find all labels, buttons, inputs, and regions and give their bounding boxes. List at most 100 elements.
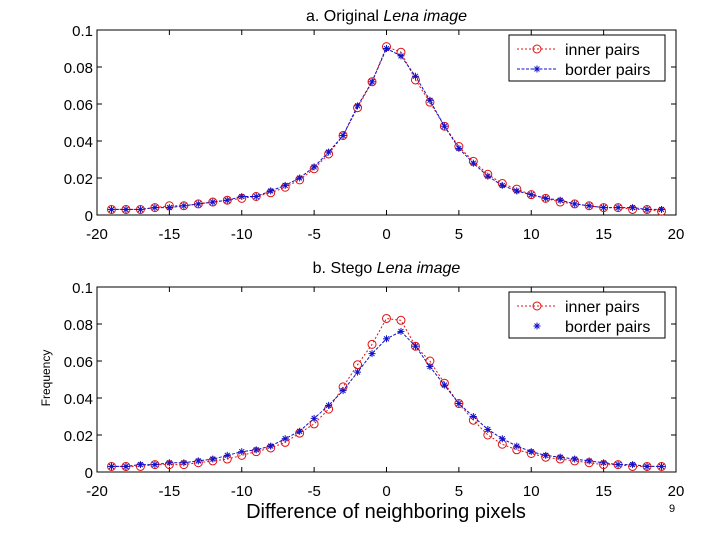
data-point-border-pairs <box>339 131 347 139</box>
data-point-border-pairs <box>397 52 405 60</box>
data-point-border-pairs <box>281 435 289 443</box>
data-point-border-pairs <box>180 459 188 467</box>
y-tick-label: 0.04 <box>64 391 93 408</box>
data-point-inner-pairs <box>526 190 536 200</box>
data-point-border-pairs <box>107 462 115 470</box>
data-point-border-pairs <box>498 435 506 443</box>
data-point-border-pairs <box>383 45 390 52</box>
data-point-border-pairs <box>267 187 275 195</box>
x-tick-label: -15 <box>159 226 181 243</box>
data-point-border-pairs <box>310 163 318 171</box>
data-point-border-pairs <box>513 187 521 195</box>
y-tick-label: 0.06 <box>64 97 93 114</box>
data-point-border-pairs <box>556 453 564 461</box>
data-point-inner-pairs <box>396 315 406 325</box>
data-point-border-pairs <box>600 204 608 212</box>
legend-label: inner pairs <box>565 42 640 59</box>
legend-marker-star <box>533 65 541 73</box>
data-point-border-pairs <box>122 205 130 213</box>
data-point-border-pairs <box>585 457 593 465</box>
data-point-border-pairs <box>411 342 419 350</box>
x-tick-label: -10 <box>231 226 253 243</box>
x-tick-label: 15 <box>595 226 612 243</box>
y-tick-label: 0 <box>85 208 93 225</box>
data-point-border-pairs <box>397 327 405 335</box>
y-tick-label: 0.02 <box>64 171 93 188</box>
legend-label: inner pairs <box>565 299 640 316</box>
data-point-border-pairs <box>600 459 608 467</box>
legend-label: border pairs <box>565 319 650 336</box>
data-point-border-pairs <box>223 451 231 459</box>
data-point-border-pairs <box>455 144 463 152</box>
data-point-border-pairs <box>629 461 637 469</box>
y-tick-label: 0 <box>85 465 93 482</box>
x-tick-label: 15 <box>595 483 612 500</box>
data-point-inner-pairs <box>367 77 377 87</box>
data-point-inner-pairs <box>222 195 232 205</box>
data-point-border-pairs <box>107 205 115 213</box>
data-point-border-pairs <box>629 204 637 212</box>
x-tick-label: 0 <box>382 226 390 243</box>
data-point-border-pairs <box>165 204 173 212</box>
data-point-border-pairs <box>440 381 448 389</box>
y-axis-label: Frequency <box>39 350 53 407</box>
y-tick-label: 0.04 <box>64 134 93 151</box>
data-point-border-pairs <box>527 191 535 199</box>
data-point-border-pairs <box>296 174 304 182</box>
data-point-inner-pairs <box>642 461 652 471</box>
data-point-inner-pairs <box>367 339 377 349</box>
data-point-border-pairs <box>267 442 275 450</box>
data-point-border-pairs <box>194 200 202 208</box>
data-point-border-pairs <box>658 205 666 213</box>
data-point-inner-pairs <box>439 121 449 131</box>
data-point-border-pairs <box>368 78 376 86</box>
x-tick-label: 10 <box>523 226 540 243</box>
data-point-border-pairs <box>339 387 347 395</box>
x-tick-label: -10 <box>231 483 253 500</box>
data-point-border-pairs <box>484 425 492 433</box>
x-tick-label: -5 <box>307 226 320 243</box>
data-point-border-pairs <box>542 194 550 202</box>
data-point-border-pairs <box>498 181 506 189</box>
data-point-border-pairs <box>354 368 362 376</box>
data-point-border-pairs <box>238 448 246 456</box>
data-point-border-pairs <box>325 401 333 409</box>
data-point-border-pairs <box>411 72 419 80</box>
legend-box <box>508 34 666 82</box>
legend-marker-circle <box>532 44 542 54</box>
data-point-border-pairs <box>252 446 260 454</box>
page-number: 9 <box>669 503 675 515</box>
x-tick-label: 20 <box>668 226 685 243</box>
data-point-border-pairs <box>122 462 130 470</box>
legend-marker-star <box>533 322 541 330</box>
data-point-border-pairs <box>571 455 579 463</box>
data-point-border-pairs <box>238 193 246 200</box>
x-tick-label: -15 <box>159 483 181 500</box>
data-point-border-pairs <box>455 400 463 408</box>
x-tick-label: -20 <box>86 226 108 243</box>
data-point-border-pairs <box>151 204 159 212</box>
data-point-inner-pairs <box>570 199 580 209</box>
x-tick-label: 0 <box>382 483 390 500</box>
data-point-border-pairs <box>469 413 477 420</box>
series-line-border-pairs <box>111 330 662 467</box>
data-point-inner-pairs <box>410 341 420 351</box>
data-point-border-pairs <box>194 457 202 465</box>
data-point-border-pairs <box>513 442 521 450</box>
data-point-border-pairs <box>426 96 434 104</box>
data-point-inner-pairs <box>584 201 594 211</box>
data-point-border-pairs <box>469 159 477 167</box>
data-point-border-pairs <box>252 193 260 200</box>
y-tick-label: 0.08 <box>64 317 93 334</box>
data-point-border-pairs <box>209 198 217 206</box>
data-point-border-pairs <box>136 205 144 213</box>
series-line-inner-pairs <box>111 317 662 467</box>
data-point-border-pairs <box>426 363 434 371</box>
y-tick-label: 0.08 <box>64 60 93 77</box>
data-point-inner-pairs <box>106 461 116 471</box>
data-point-border-pairs <box>325 148 333 156</box>
x-tick-label: -5 <box>307 483 320 500</box>
data-point-border-pairs <box>165 459 173 467</box>
data-point-border-pairs <box>209 455 217 463</box>
